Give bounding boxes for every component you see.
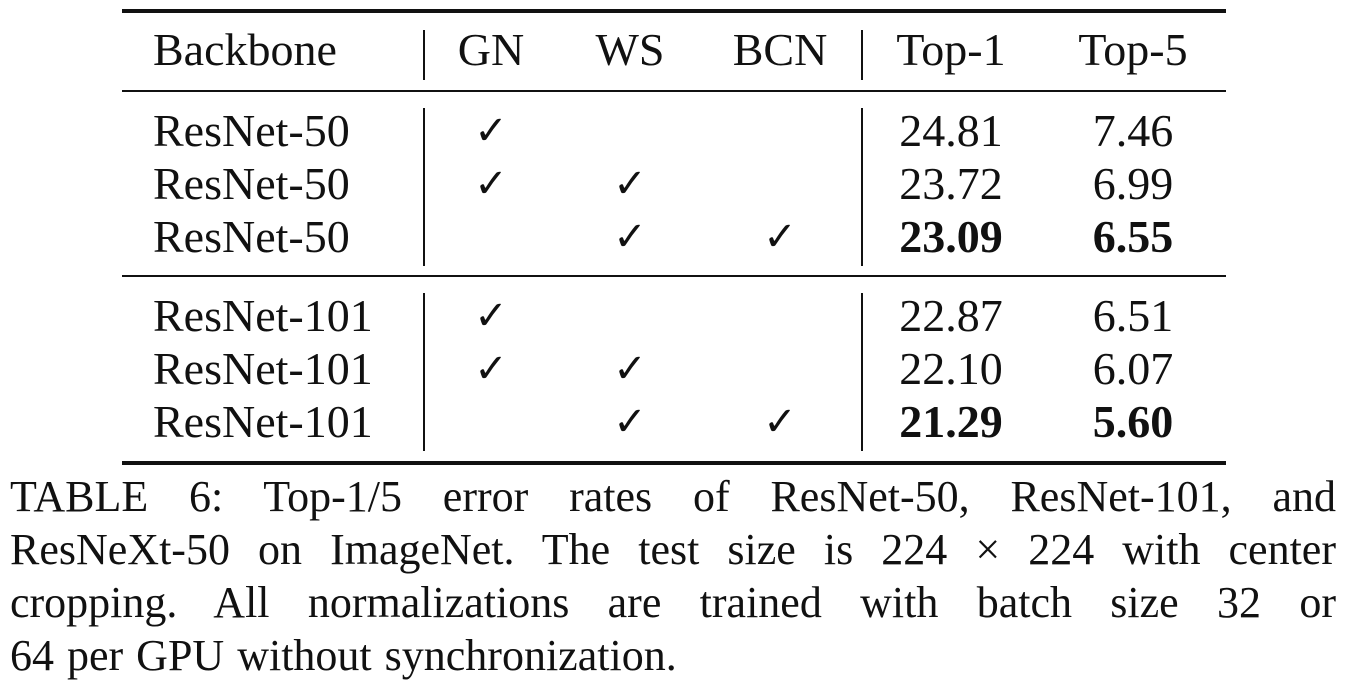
caption-line-3: cropping. All normalizations are trained… xyxy=(10,578,1336,627)
header-divider-right xyxy=(861,30,863,80)
check-bcn-icon: ✓ xyxy=(763,214,797,260)
group2-divider-right xyxy=(861,293,863,451)
cell-top1: 23.09 xyxy=(899,211,1003,262)
cell-backbone: ResNet-101 xyxy=(153,290,373,341)
check-bcn-icon: ✓ xyxy=(763,399,797,445)
header-gn: GN xyxy=(457,24,525,75)
cell-top1: 23.72 xyxy=(899,158,1003,209)
cell-top5: 6.07 xyxy=(1092,343,1174,394)
header-bcn: BCN xyxy=(732,24,828,75)
table-caption: TABLE 6: Top-1/5 error rates of ResNet-5… xyxy=(10,470,1336,682)
cell-top5: 6.99 xyxy=(1092,158,1174,209)
cell-backbone: ResNet-101 xyxy=(153,343,373,394)
group2-divider-left xyxy=(423,293,425,451)
table-bottom-rule xyxy=(122,461,1226,465)
header-top1: Top-1 xyxy=(896,24,1006,75)
cell-top5: 6.51 xyxy=(1092,290,1174,341)
cell-backbone: ResNet-101 xyxy=(153,396,373,447)
cell-backbone: ResNet-50 xyxy=(153,211,350,262)
cell-top5: 7.46 xyxy=(1092,105,1174,156)
table-header-rule xyxy=(122,90,1226,92)
check-gn-icon: ✓ xyxy=(474,293,508,339)
table-group-rule xyxy=(122,275,1226,277)
cell-top1: 21.29 xyxy=(899,396,1003,447)
header-backbone: Backbone xyxy=(153,24,337,75)
check-ws-icon: ✓ xyxy=(613,346,647,392)
check-ws-icon: ✓ xyxy=(613,161,647,207)
check-ws-icon: ✓ xyxy=(613,399,647,445)
table-top-rule xyxy=(122,9,1226,13)
header-ws: WS xyxy=(595,24,665,75)
header-divider-left xyxy=(423,30,425,80)
check-gn-icon: ✓ xyxy=(474,108,508,154)
cell-top1: 22.10 xyxy=(899,343,1003,394)
cell-top5: 5.60 xyxy=(1092,396,1174,447)
cell-backbone: ResNet-50 xyxy=(153,158,350,209)
check-gn-icon: ✓ xyxy=(474,161,508,207)
caption-line-1: TABLE 6: Top-1/5 error rates of ResNet-5… xyxy=(10,472,1336,521)
check-gn-icon: ✓ xyxy=(474,346,508,392)
caption-line-4: 64 per GPU without synchronization. xyxy=(10,631,677,680)
group1-divider-right xyxy=(861,108,863,266)
header-top5: Top-5 xyxy=(1078,24,1188,75)
cell-top5: 6.55 xyxy=(1092,211,1174,262)
group1-divider-left xyxy=(423,108,425,266)
cell-top1: 22.87 xyxy=(899,290,1003,341)
caption-line-2: ResNeXt-50 on ImageNet. The test size is… xyxy=(10,525,1336,574)
cell-top1: 24.81 xyxy=(899,105,1003,156)
check-ws-icon: ✓ xyxy=(613,214,647,260)
cell-backbone: ResNet-50 xyxy=(153,105,350,156)
